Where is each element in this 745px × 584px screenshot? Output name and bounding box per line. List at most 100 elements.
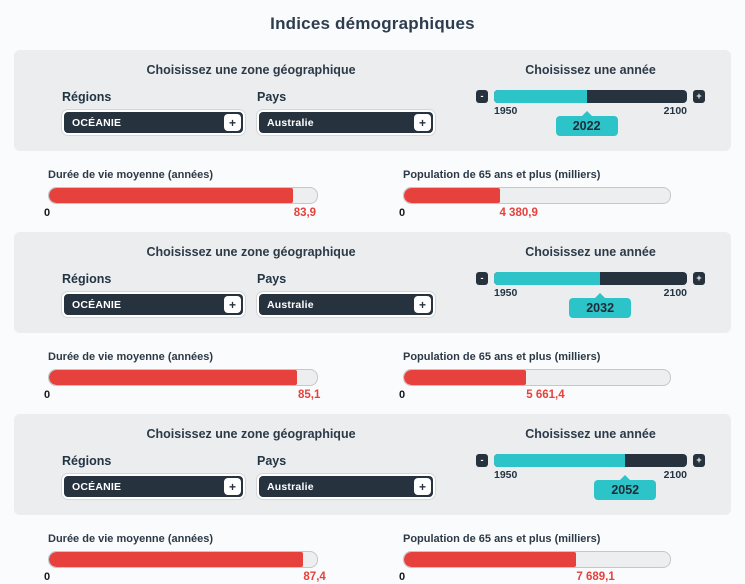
- country-value: Australie: [267, 480, 314, 493]
- year-increment-button[interactable]: +: [693, 272, 705, 285]
- country-dropdown[interactable]: Australie +: [257, 292, 435, 317]
- indicator-row: Durée de vie moyenne (années) 0 83,9 Pop…: [0, 169, 745, 220]
- year-decrement-button[interactable]: -: [476, 454, 488, 467]
- year-column: Choisissez une année - + 1950 2100: [454, 427, 731, 500]
- indices-section-2: Choisissez une zone géographique Régions…: [0, 232, 745, 402]
- life-expectancy-label: Durée de vie moyenne (années): [48, 351, 214, 363]
- year-value: 2032: [586, 301, 615, 315]
- life-expectancy-fill: [49, 552, 303, 567]
- country-label: Pays: [257, 454, 287, 468]
- year-decrement-button[interactable]: -: [476, 90, 488, 103]
- tooltip-arrow-icon: [580, 111, 593, 117]
- tooltip-arrow-icon: [619, 475, 632, 481]
- year-max-label: 2100: [663, 105, 687, 117]
- year-slider-fill[interactable]: [494, 90, 587, 103]
- regions-value: OCÉANIE: [72, 298, 122, 311]
- regions-dropdown[interactable]: OCÉANIE +: [62, 474, 245, 499]
- year-min-label: 1950: [494, 469, 518, 481]
- expand-icon[interactable]: +: [224, 114, 241, 131]
- bar-min-label: 0: [399, 571, 406, 583]
- life-expectancy-value: 87,4: [303, 571, 326, 583]
- population-65-value: 7 689,1: [576, 571, 615, 583]
- year-tooltip[interactable]: 2032: [569, 293, 632, 318]
- year-tooltip[interactable]: 2052: [594, 475, 657, 500]
- tooltip-arrow-icon: [594, 293, 607, 299]
- year-title: Choisissez une année: [525, 245, 656, 259]
- zone-column: Choisissez une zone géographique Régions…: [14, 245, 454, 317]
- indices-section-1: Choisissez une zone géographique Régions…: [0, 50, 745, 220]
- year-min-label: 1950: [494, 105, 518, 117]
- country-value: Australie: [267, 116, 314, 129]
- year-title: Choisissez une année: [525, 427, 656, 441]
- year-slider-track[interactable]: [494, 90, 687, 103]
- year-min-label: 1950: [494, 287, 518, 299]
- year-value: 2022: [572, 119, 601, 133]
- life-expectancy-bar: [48, 369, 318, 386]
- indicator-row: Durée de vie moyenne (années) 0 85,1 Pop…: [0, 351, 745, 402]
- year-slider-track[interactable]: [494, 454, 687, 467]
- year-slider-track[interactable]: [494, 272, 687, 285]
- page-title: Indices démographiques: [270, 14, 475, 33]
- bar-min-label: 0: [44, 207, 51, 219]
- zone-column: Choisissez une zone géographique Régions…: [14, 427, 454, 499]
- population-65-label: Population de 65 ans et plus (milliers): [403, 169, 601, 181]
- year-column: Choisissez une année - + 1950 2100: [454, 63, 731, 136]
- indices-section-3: Choisissez une zone géographique Régions…: [0, 414, 745, 584]
- expand-icon[interactable]: +: [414, 296, 431, 313]
- regions-dropdown[interactable]: OCÉANIE +: [62, 292, 245, 317]
- bar-min-label: 0: [44, 389, 51, 401]
- zone-column: Choisissez une zone géographique Régions…: [14, 63, 454, 135]
- bar-min-label: 0: [44, 571, 51, 583]
- expand-icon[interactable]: +: [224, 478, 241, 495]
- year-value: 2052: [611, 483, 640, 497]
- regions-label: Régions: [62, 272, 112, 286]
- year-tooltip[interactable]: 2022: [555, 111, 618, 136]
- bar-min-label: 0: [399, 389, 406, 401]
- population-65-fill: [404, 188, 500, 203]
- regions-label: Régions: [62, 454, 112, 468]
- year-increment-button[interactable]: +: [693, 454, 705, 467]
- regions-value: OCÉANIE: [72, 116, 122, 129]
- control-panel: Choisissez une zone géographique Régions…: [14, 414, 731, 515]
- population-65-bar: [403, 187, 671, 204]
- control-panel: Choisissez une zone géographique Régions…: [14, 50, 731, 151]
- life-expectancy-label: Durée de vie moyenne (années): [48, 533, 214, 545]
- indicator-row: Durée de vie moyenne (années) 0 87,4 Pop…: [0, 533, 745, 584]
- year-slider-fill[interactable]: [494, 454, 626, 467]
- year-title: Choisissez une année: [525, 63, 656, 77]
- year-increment-button[interactable]: +: [693, 90, 705, 103]
- expand-icon[interactable]: +: [414, 478, 431, 495]
- population-65-bar: [403, 551, 671, 568]
- zone-title: Choisissez une zone géographique: [146, 63, 356, 77]
- country-label: Pays: [257, 272, 287, 286]
- population-65-bar: [403, 369, 671, 386]
- population-65-value: 4 380,9: [499, 207, 538, 219]
- zone-title: Choisissez une zone géographique: [146, 245, 356, 259]
- bar-min-label: 0: [399, 207, 406, 219]
- expand-icon[interactable]: +: [224, 296, 241, 313]
- country-value: Australie: [267, 298, 314, 311]
- regions-value: OCÉANIE: [72, 480, 122, 493]
- regions-dropdown[interactable]: OCÉANIE +: [62, 110, 245, 135]
- life-expectancy-fill: [49, 188, 293, 203]
- year-slider-fill[interactable]: [494, 272, 601, 285]
- population-65-fill: [404, 370, 527, 385]
- population-65-label: Population de 65 ans et plus (milliers): [403, 533, 601, 545]
- life-expectancy-label: Durée de vie moyenne (années): [48, 169, 214, 181]
- population-65-fill: [404, 552, 577, 567]
- year-max-label: 2100: [663, 287, 687, 299]
- expand-icon[interactable]: +: [414, 114, 431, 131]
- life-expectancy-bar: [48, 187, 318, 204]
- year-decrement-button[interactable]: -: [476, 272, 488, 285]
- population-65-value: 5 661,4: [526, 389, 565, 401]
- zone-title: Choisissez une zone géographique: [146, 427, 356, 441]
- life-expectancy-value: 83,9: [293, 207, 317, 219]
- country-dropdown[interactable]: Australie +: [257, 110, 435, 135]
- country-label: Pays: [257, 90, 287, 104]
- country-dropdown[interactable]: Australie +: [257, 474, 435, 499]
- control-panel: Choisissez une zone géographique Régions…: [14, 232, 731, 333]
- life-expectancy-value: 85,1: [298, 389, 321, 401]
- life-expectancy-fill: [49, 370, 298, 385]
- population-65-label: Population de 65 ans et plus (milliers): [403, 351, 601, 363]
- regions-label: Régions: [62, 90, 112, 104]
